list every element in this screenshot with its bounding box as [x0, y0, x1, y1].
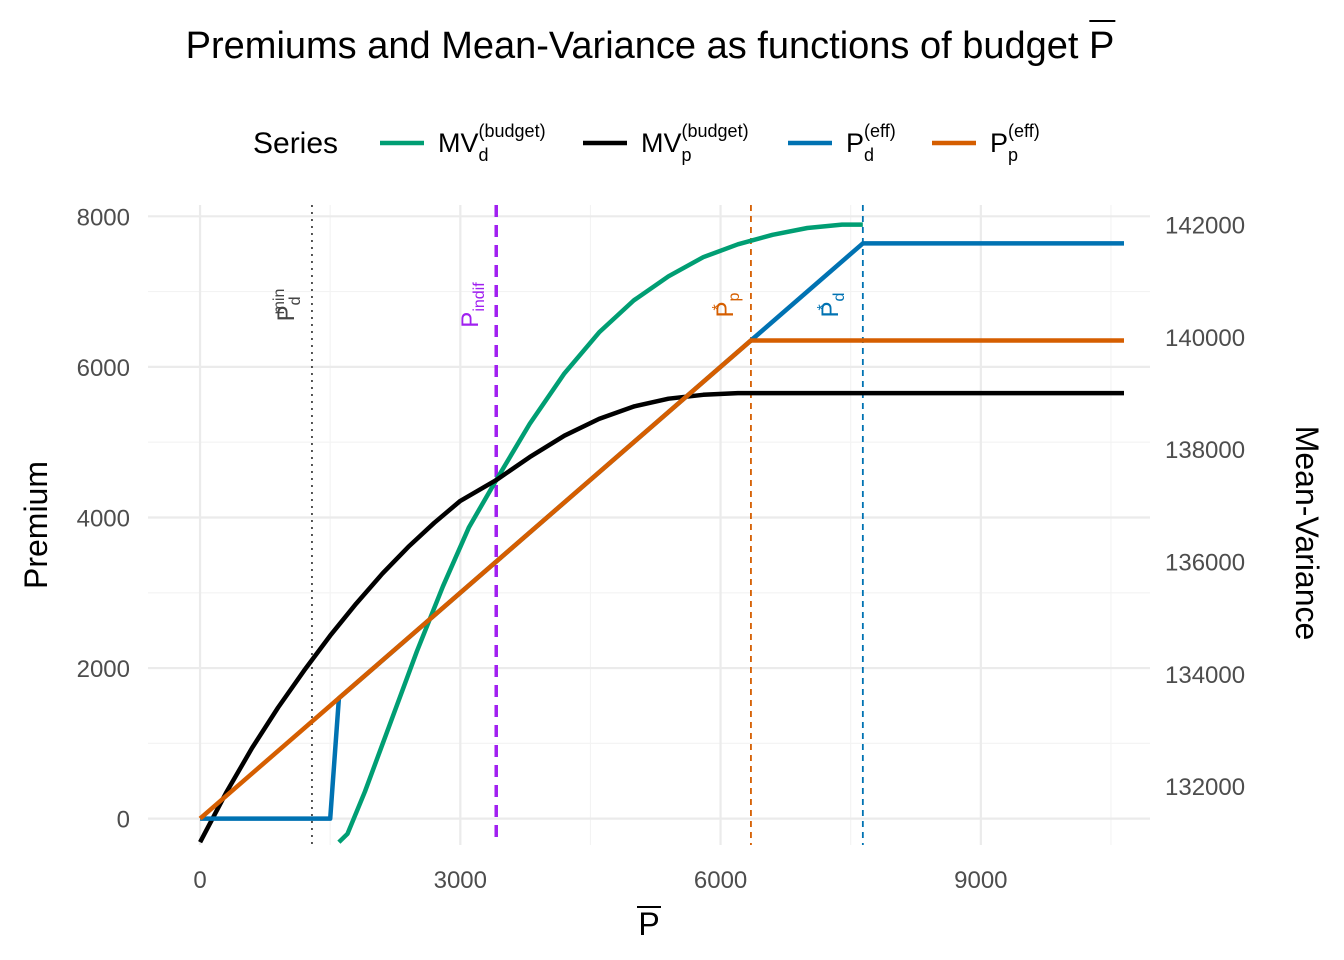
y2-tick-label: 140000 [1165, 325, 1245, 352]
series-line-3 [198, 338, 1124, 821]
y2-axis-title: Mean-Variance [1289, 426, 1325, 641]
y2-tick-label: 132000 [1165, 774, 1245, 801]
grid [148, 205, 1150, 845]
legend-title: Series [253, 127, 338, 160]
x-tick-label: 0 [193, 867, 206, 894]
y-axis-title: Premium [18, 461, 54, 589]
y2-tick-label: 138000 [1165, 437, 1245, 464]
legend-entry-label: MVp(budget) [641, 121, 749, 165]
x-tick-label: 6000 [694, 867, 747, 894]
y2-tick-label: 142000 [1165, 213, 1245, 240]
y-tick-label: 2000 [77, 656, 130, 683]
reference-line-label: Pdmin [271, 289, 304, 322]
axes: 0 3000 6000 9000 0 2000 4000 6000 8000 132000 1340… [18, 204, 1325, 942]
legend-entry-label: Pp(eff) [990, 121, 1040, 165]
y-tick-label: 6000 [77, 355, 130, 382]
y2-tick-label: 134000 [1165, 662, 1245, 689]
legend: Series MVd(budget) MVp(budget) Pd(eff) Pp(ef… [253, 121, 1040, 165]
legend-entry-label: MVd(budget) [438, 121, 546, 165]
chart-title: Premiums and Mean-Variance as functions … [186, 25, 1115, 67]
y-tick-label: 0 [117, 807, 130, 834]
reference-line-label: Pp* [710, 292, 743, 317]
x-tick-label: 3000 [434, 867, 487, 894]
series-line-1 [198, 390, 1124, 844]
reference-line-label: Pindif [457, 282, 488, 328]
y-tick-label: 4000 [77, 505, 130, 532]
x-axis-title: P [638, 906, 659, 942]
legend-entry-label: Pd(eff) [846, 121, 896, 165]
series-lines [198, 222, 1124, 844]
series-line-2 [200, 241, 1124, 821]
y-tick-label: 8000 [77, 204, 130, 231]
reference-lines: Pdmin Pindif Pp* Pd* [271, 205, 864, 845]
x-tick-label: 9000 [954, 867, 1007, 894]
reference-line-label: Pd* [815, 293, 848, 318]
y2-tick-label: 136000 [1165, 549, 1245, 576]
series-line-0 [337, 222, 863, 844]
